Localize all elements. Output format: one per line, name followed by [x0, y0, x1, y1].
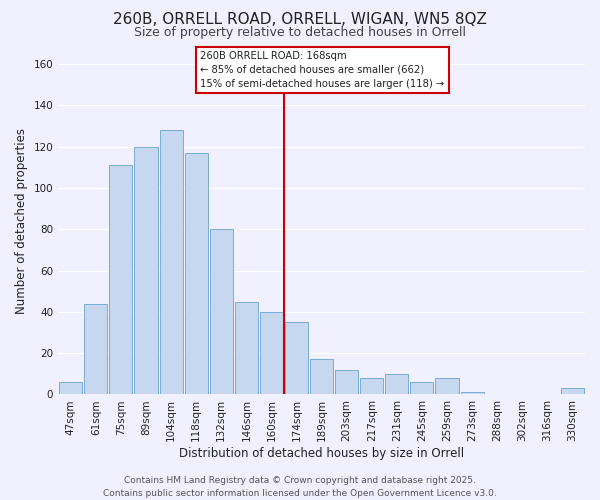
Bar — [160, 130, 182, 394]
Bar — [410, 382, 433, 394]
Bar — [109, 165, 133, 394]
Text: 260B, ORRELL ROAD, ORRELL, WIGAN, WN5 8QZ: 260B, ORRELL ROAD, ORRELL, WIGAN, WN5 8Q… — [113, 12, 487, 28]
Bar — [436, 378, 458, 394]
Bar — [59, 382, 82, 394]
Bar — [335, 370, 358, 394]
Bar — [185, 153, 208, 394]
Bar — [209, 229, 233, 394]
Bar — [385, 374, 409, 394]
Bar — [285, 322, 308, 394]
Text: 260B ORRELL ROAD: 168sqm
← 85% of detached houses are smaller (662)
15% of semi-: 260B ORRELL ROAD: 168sqm ← 85% of detach… — [200, 51, 445, 89]
Bar — [360, 378, 383, 394]
Bar — [260, 312, 283, 394]
Bar — [461, 392, 484, 394]
Bar — [84, 304, 107, 394]
Y-axis label: Number of detached properties: Number of detached properties — [15, 128, 28, 314]
Bar — [310, 360, 333, 394]
Bar — [561, 388, 584, 394]
Text: Contains HM Land Registry data © Crown copyright and database right 2025.
Contai: Contains HM Land Registry data © Crown c… — [103, 476, 497, 498]
Bar — [134, 146, 158, 394]
X-axis label: Distribution of detached houses by size in Orrell: Distribution of detached houses by size … — [179, 447, 464, 460]
Text: Size of property relative to detached houses in Orrell: Size of property relative to detached ho… — [134, 26, 466, 39]
Bar — [235, 302, 258, 394]
